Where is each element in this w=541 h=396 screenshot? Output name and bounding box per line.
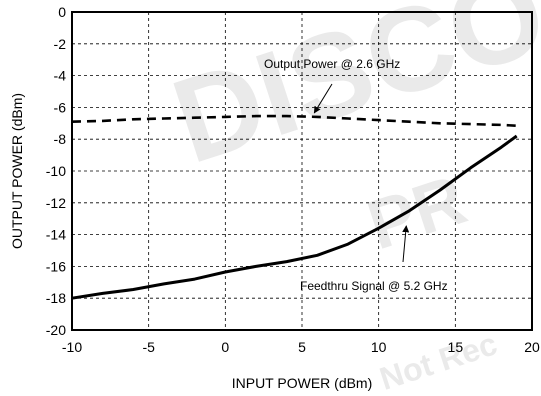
annotation-output-power: Output Power @ 2.6 GHz — [264, 57, 400, 71]
y-axis-label: OUTPUT POWER (dBm) — [9, 93, 25, 249]
x-tick-label: 10 — [371, 339, 387, 355]
x-tick-label: -5 — [142, 339, 155, 355]
y-tick-labels: 0 -2 -4 -6 -8 -10 -12 -14 -16 -18 -20 — [46, 4, 66, 338]
annotation-feedthru: Feedthru Signal @ 5.2 GHz — [300, 279, 448, 293]
y-tick-label: -14 — [46, 227, 66, 243]
y-tick-label: -2 — [54, 36, 67, 52]
y-tick-label: -4 — [54, 68, 67, 84]
y-tick-label: -10 — [46, 163, 66, 179]
y-tick-label: -6 — [54, 99, 67, 115]
svg-text:Not Rec: Not Rec — [375, 325, 501, 396]
y-tick-label: -18 — [46, 290, 66, 306]
y-tick-label: -12 — [46, 195, 66, 211]
y-tick-label: -8 — [54, 131, 67, 147]
x-tick-label: 15 — [448, 339, 464, 355]
y-tick-label: -16 — [46, 258, 66, 274]
x-tick-label: 5 — [298, 339, 306, 355]
y-tick-label: -20 — [46, 322, 66, 338]
x-tick-label: 20 — [524, 339, 540, 355]
x-tick-label: -10 — [62, 339, 82, 355]
y-tick-label: 0 — [58, 4, 66, 20]
x-tick-label: 0 — [221, 339, 229, 355]
x-axis-label: INPUT POWER (dBm) — [232, 375, 373, 391]
